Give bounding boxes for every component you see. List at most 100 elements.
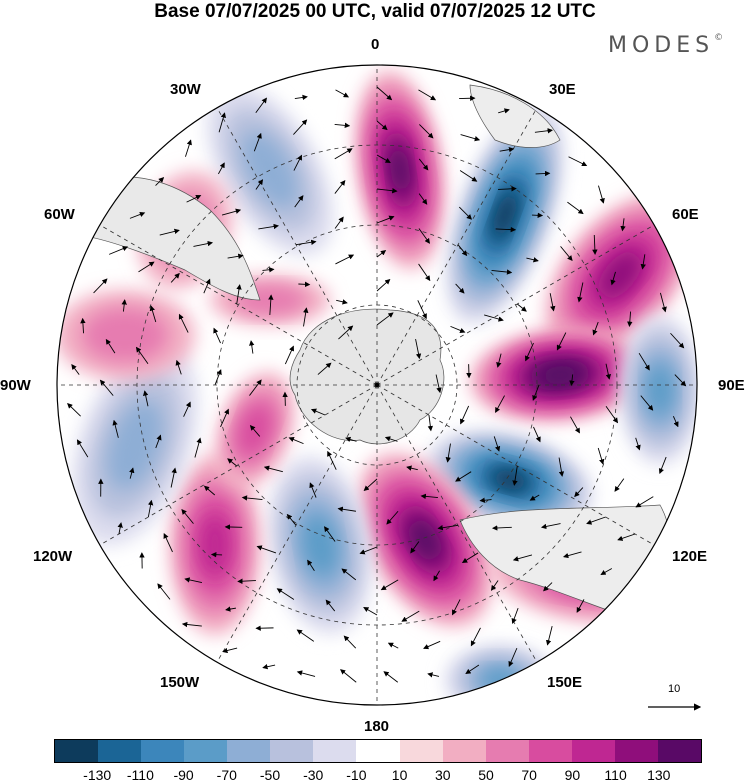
wind-vector: [249, 340, 255, 354]
wind-vector: [445, 443, 451, 463]
colorbar-swatch: [356, 740, 400, 762]
wind-vector: [253, 132, 262, 152]
wind-vector: [67, 403, 81, 417]
colorbar-tick-label: -130: [83, 767, 112, 783]
wind-vector: [203, 278, 211, 294]
wind-vector: [419, 124, 434, 139]
wind-vector: [327, 450, 337, 470]
wind-vector: [534, 128, 553, 134]
colorbar-swatch: [485, 740, 529, 762]
wind-vector: [256, 545, 277, 554]
wind-vector: [310, 408, 326, 416]
anomaly-contour: [107, 400, 163, 490]
wind-vector: [334, 216, 344, 229]
wind-vector: [237, 578, 256, 584]
colorbar-swatch: [399, 740, 443, 762]
wind-vector: [570, 416, 580, 434]
wind-vector: [597, 447, 605, 465]
wind-vector: [138, 261, 155, 273]
colorbar-tick-label: 70: [521, 767, 537, 783]
wind-vector: [640, 254, 646, 270]
anomaly-contour: [492, 192, 518, 238]
lon-label-90e: 90E: [718, 377, 745, 394]
wind-vector: [401, 610, 420, 622]
wind-vector: [338, 325, 354, 340]
wind-vector: [218, 162, 225, 175]
wind-vector: [227, 253, 244, 259]
wind-vector: [317, 362, 332, 375]
brand-mark: ©: [714, 33, 724, 43]
wind-vector: [337, 506, 356, 512]
wind-vector: [143, 390, 149, 407]
wind-vector: [417, 300, 427, 320]
wind-vector: [512, 554, 533, 562]
wind-vector: [498, 108, 510, 114]
anomaly-contour: [199, 513, 231, 577]
colorbar-tick-label: 110: [604, 767, 627, 783]
colorbar-tick-label: 50: [478, 767, 494, 783]
wind-vector: [194, 437, 202, 458]
lon-label-60e: 60E: [672, 206, 699, 223]
brand-text: MODES: [608, 33, 715, 58]
wind-vector: [493, 436, 501, 452]
wind-vector: [460, 405, 470, 425]
vector-scale-arrow: [648, 703, 702, 711]
wind-vector: [222, 647, 238, 654]
wind-vector: [387, 642, 399, 649]
wind-vector: [455, 283, 465, 294]
wind-vector: [108, 246, 129, 255]
wind-vector: [499, 146, 515, 153]
wind-vector: [420, 493, 438, 500]
wind-vector: [359, 546, 378, 555]
wind-vector: [183, 401, 191, 417]
wind-vector: [635, 437, 641, 451]
wind-vector: [574, 487, 584, 498]
wind-vector: [129, 211, 146, 219]
wind-vector: [335, 89, 350, 98]
vector-scale-label: 10: [668, 683, 681, 695]
wind-vector: [376, 120, 388, 131]
colorbar-swatch: [657, 740, 701, 762]
wind-vector: [334, 148, 353, 160]
colorbar-swatch: [227, 740, 271, 762]
wind-vector: [334, 122, 351, 129]
wind-vector: [605, 405, 619, 424]
lon-label-30e: 30E: [549, 81, 576, 98]
wind-vector: [569, 374, 575, 387]
wind-vector: [455, 471, 472, 482]
colorbar-swatch: [98, 740, 142, 762]
lon-label-0: 0: [371, 36, 380, 53]
anomaly-contour: [541, 365, 579, 385]
wind-vector: [383, 671, 399, 683]
wind-vector: [423, 640, 441, 650]
wind-vector: [529, 494, 540, 501]
wind-vector: [380, 579, 399, 591]
anomaly-contour: [598, 251, 642, 299]
wind-vector: [670, 332, 685, 349]
wind-vector: [294, 195, 304, 208]
wind-vector: [531, 212, 544, 219]
lon-label-120e: 120E: [672, 548, 708, 565]
wind-vector: [376, 278, 391, 292]
wind-vector: [470, 627, 481, 647]
brand-logo: MODES©: [608, 33, 723, 58]
anomaly-contour: [646, 363, 674, 417]
wind-vector: [76, 439, 89, 458]
wind-vector: [210, 551, 223, 558]
lon-label-150e: 150E: [547, 674, 583, 691]
wind-vector: [147, 499, 154, 518]
wind-vector: [627, 311, 633, 328]
meridian-line: [99, 384, 378, 546]
wind-vector: [674, 374, 687, 387]
colorbar-tick-label: 30: [435, 767, 451, 783]
wind-vector: [479, 497, 492, 503]
colorbar-swatch: [571, 740, 615, 762]
wind-vector: [418, 263, 431, 282]
wind-vector: [258, 223, 279, 230]
wind-vector: [157, 583, 171, 600]
wind-vector: [598, 185, 605, 204]
wind-vector: [567, 201, 584, 215]
wind-vector: [658, 456, 667, 475]
wind-vector: [345, 436, 357, 442]
wind-vector: [605, 363, 611, 380]
